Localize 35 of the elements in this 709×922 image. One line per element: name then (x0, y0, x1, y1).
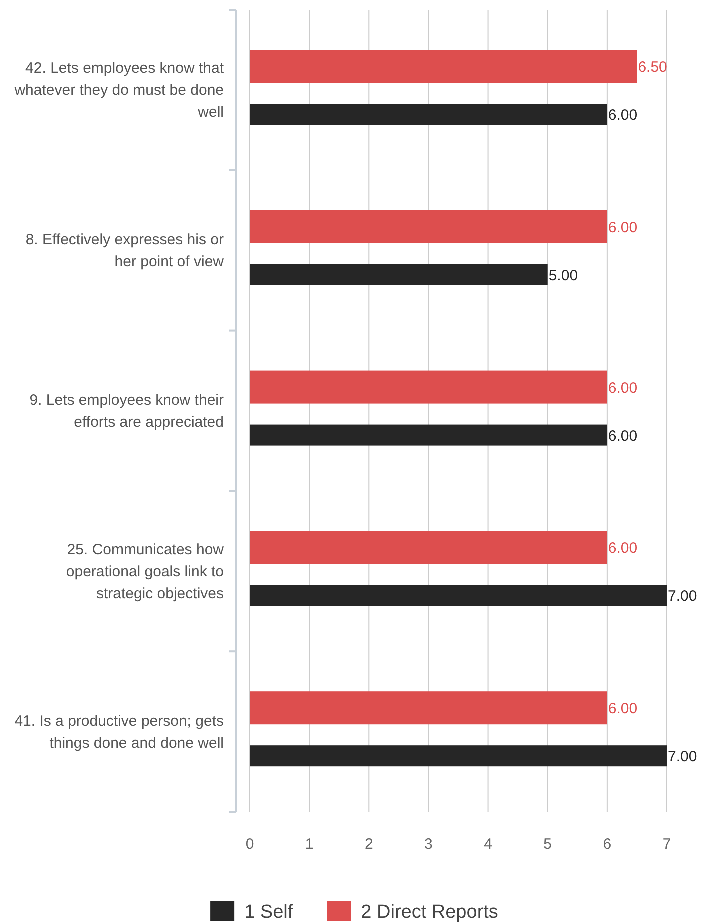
bar (250, 424, 608, 446)
bar (250, 50, 638, 83)
data-label: 7.00 (668, 748, 698, 766)
bar (250, 210, 608, 244)
x-tick-label: 4 (484, 836, 492, 853)
data-label: 6.00 (608, 380, 638, 397)
data-label: 6.50 (638, 59, 668, 76)
bar (250, 692, 608, 725)
x-tick-label: 1 (305, 836, 314, 853)
x-tick-label: 5 (544, 836, 552, 853)
bar (250, 746, 667, 767)
y-tick-label: 41. Is a productive person; gets things done and done well (14, 712, 224, 752)
data-label: 6.00 (608, 540, 638, 558)
legend-label: 1 Self (244, 902, 294, 922)
y-tick-label: 25. Communicates how operational goals link to strategic objectives (66, 541, 224, 602)
y-tick-label: 9. Lets employees know their efforts are appreciated (30, 392, 224, 431)
x-tick-label: 2 (364, 836, 374, 853)
x-tick-label: 7 (662, 836, 672, 853)
bar (250, 264, 548, 286)
data-label: 6.00 (608, 219, 638, 236)
data-label: 6.00 (608, 428, 638, 445)
bar (250, 104, 608, 125)
data-label: 6.00 (608, 700, 638, 718)
x-tick-label: 3 (424, 836, 433, 853)
y-tick-label: 42. Lets employees know that whatever they do must be done well (14, 60, 225, 122)
legend-label: 2 Direct Reports (361, 902, 498, 922)
data-label: 6.00 (608, 107, 638, 124)
bar (250, 531, 608, 564)
x-tick-label: 6 (603, 836, 612, 853)
data-label: 5.00 (548, 267, 578, 284)
x-tick-label: 0 (246, 836, 254, 853)
bar (250, 370, 608, 404)
y-tick-label: 8. Effectively expresses his or her point of view (26, 232, 224, 271)
bar (250, 585, 667, 606)
data-label: 7.00 (668, 588, 698, 606)
